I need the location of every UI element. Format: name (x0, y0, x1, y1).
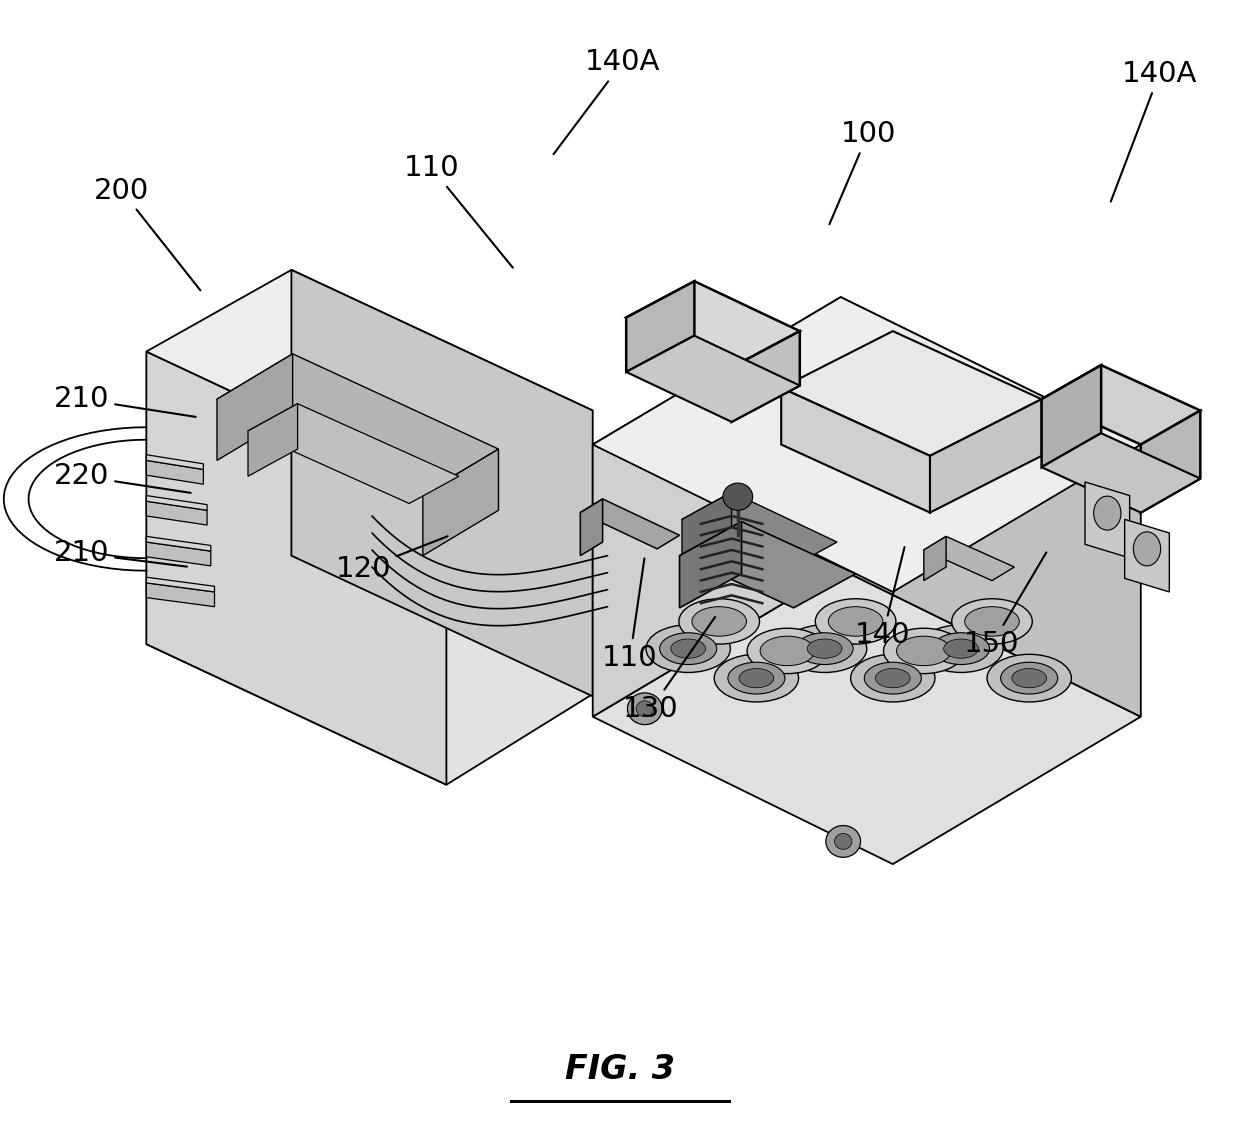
Circle shape (835, 833, 852, 849)
Ellipse shape (660, 633, 717, 665)
Polygon shape (146, 542, 211, 566)
Polygon shape (593, 297, 1141, 592)
Polygon shape (626, 336, 800, 422)
Polygon shape (146, 496, 207, 510)
Ellipse shape (714, 654, 799, 702)
Ellipse shape (952, 599, 1033, 644)
Ellipse shape (728, 662, 785, 694)
Ellipse shape (1012, 668, 1047, 687)
Text: 210: 210 (55, 386, 196, 417)
Text: 100: 100 (830, 120, 895, 225)
Polygon shape (146, 352, 446, 785)
Polygon shape (146, 583, 215, 607)
Text: FIG. 3: FIG. 3 (565, 1052, 675, 1086)
Polygon shape (680, 522, 856, 608)
Ellipse shape (1094, 497, 1121, 531)
Polygon shape (248, 404, 298, 476)
Polygon shape (248, 404, 459, 503)
Text: 140A: 140A (1111, 60, 1197, 202)
Polygon shape (291, 270, 593, 696)
Polygon shape (217, 354, 293, 460)
Polygon shape (146, 577, 215, 592)
Polygon shape (930, 399, 1042, 513)
Polygon shape (682, 492, 837, 569)
Ellipse shape (782, 625, 867, 672)
Ellipse shape (1133, 532, 1161, 566)
Ellipse shape (646, 625, 730, 672)
Ellipse shape (919, 625, 1003, 672)
Ellipse shape (965, 607, 1019, 636)
Polygon shape (682, 492, 732, 565)
Text: 200: 200 (94, 177, 201, 290)
Text: 150: 150 (965, 552, 1047, 658)
Ellipse shape (680, 599, 759, 644)
Polygon shape (1042, 433, 1200, 513)
Ellipse shape (932, 633, 990, 665)
Text: 210: 210 (55, 540, 187, 567)
Polygon shape (146, 553, 593, 785)
Polygon shape (626, 281, 694, 372)
Ellipse shape (796, 633, 853, 665)
Ellipse shape (828, 607, 883, 636)
Text: 130: 130 (624, 617, 715, 722)
Polygon shape (580, 499, 680, 549)
Ellipse shape (739, 668, 774, 687)
Ellipse shape (987, 654, 1071, 702)
Polygon shape (1042, 365, 1200, 445)
Ellipse shape (864, 662, 921, 694)
Polygon shape (146, 270, 593, 492)
Polygon shape (781, 331, 1042, 456)
Polygon shape (680, 522, 742, 608)
Ellipse shape (1001, 662, 1058, 694)
Polygon shape (580, 499, 603, 556)
Circle shape (636, 701, 653, 717)
Text: 120: 120 (336, 536, 448, 583)
Circle shape (826, 826, 861, 857)
Polygon shape (423, 449, 498, 556)
Circle shape (723, 483, 753, 510)
Polygon shape (146, 455, 203, 469)
Polygon shape (593, 297, 841, 717)
Ellipse shape (875, 668, 910, 687)
Text: 220: 220 (55, 463, 191, 493)
Ellipse shape (746, 628, 828, 674)
Polygon shape (1042, 365, 1101, 467)
Polygon shape (781, 388, 930, 513)
Ellipse shape (807, 640, 842, 658)
Polygon shape (626, 281, 800, 367)
Ellipse shape (851, 654, 935, 702)
Polygon shape (146, 536, 211, 551)
Text: 140A: 140A (553, 49, 660, 154)
Polygon shape (1085, 482, 1130, 558)
Polygon shape (924, 536, 1014, 581)
Ellipse shape (671, 640, 706, 658)
Polygon shape (924, 536, 946, 581)
Ellipse shape (944, 640, 978, 658)
Circle shape (627, 693, 662, 725)
Polygon shape (1141, 411, 1200, 513)
Text: 110: 110 (603, 558, 657, 671)
Polygon shape (732, 331, 800, 422)
Ellipse shape (760, 636, 815, 666)
Ellipse shape (816, 599, 895, 644)
Polygon shape (217, 354, 498, 494)
Polygon shape (146, 460, 203, 484)
Polygon shape (146, 501, 207, 525)
Polygon shape (593, 569, 1141, 864)
Polygon shape (1125, 519, 1169, 592)
Polygon shape (841, 297, 1141, 717)
Text: 140: 140 (856, 547, 910, 649)
Ellipse shape (692, 607, 746, 636)
Text: 110: 110 (404, 154, 513, 268)
Ellipse shape (897, 636, 951, 666)
Ellipse shape (883, 628, 965, 674)
